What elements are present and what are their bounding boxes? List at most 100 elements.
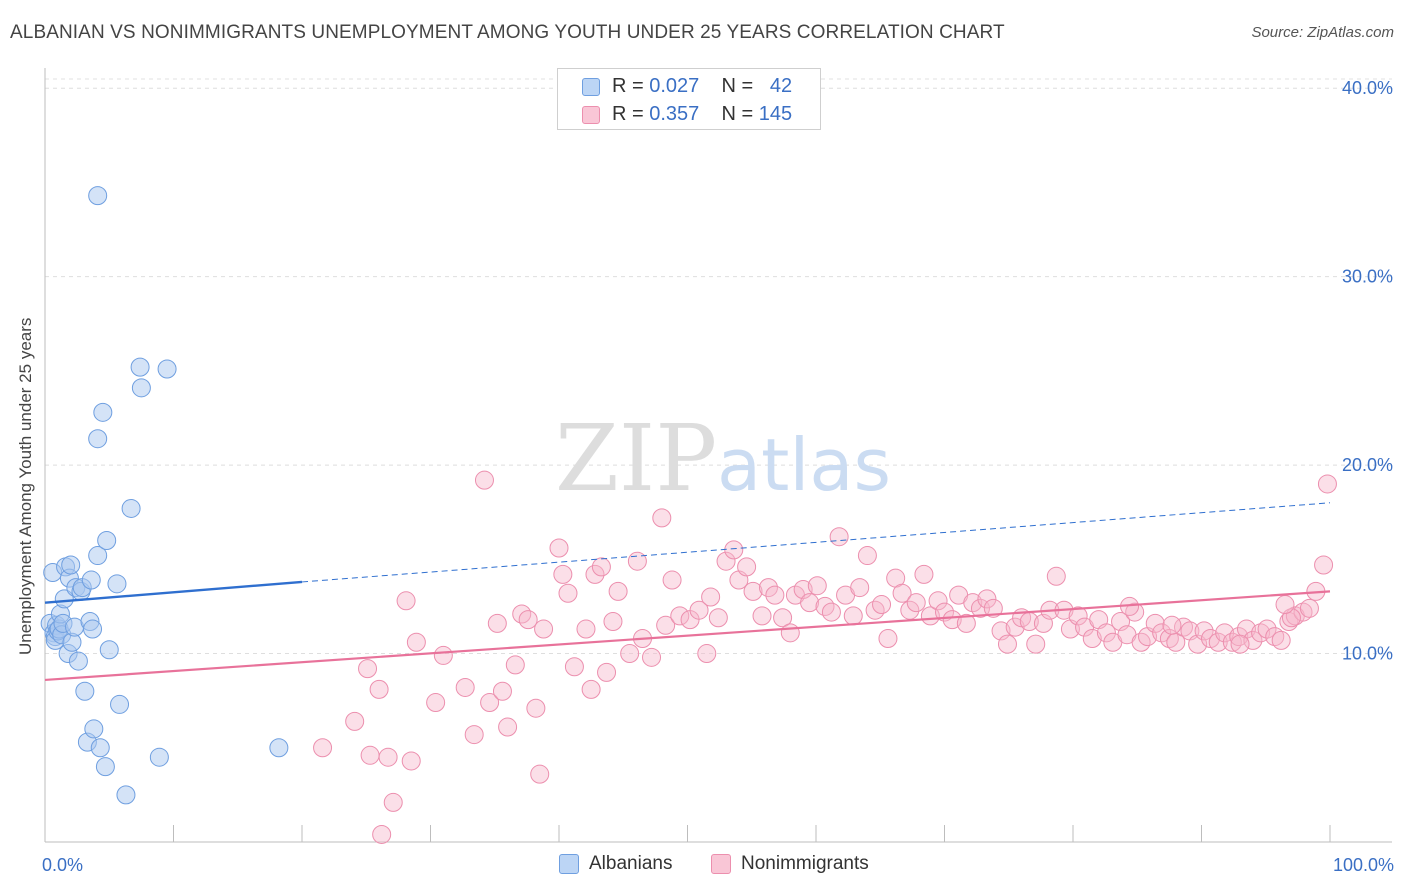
- legend-n-value: 42: [769, 75, 793, 97]
- albanians-point: [157, 359, 177, 379]
- nonimmigrants-point: [358, 659, 378, 679]
- nonimmigrants-point: [345, 711, 365, 731]
- albanians-point: [131, 378, 151, 398]
- albanians-point: [61, 555, 81, 575]
- nonimmigrants-point: [697, 644, 717, 664]
- nonimmigrants-point: [1257, 619, 1277, 639]
- nonimmigrants-point: [455, 677, 475, 697]
- nonimmigrants-point: [670, 606, 690, 626]
- legend-swatch-albanians: [582, 78, 600, 96]
- nonimmigrants-point: [1251, 623, 1271, 643]
- nonimmigrants-point: [534, 619, 554, 639]
- nonimmigrants-points: [313, 470, 1337, 844]
- albanians-point: [93, 402, 113, 422]
- nonimmigrants-point: [401, 751, 421, 771]
- albanians-point: [149, 747, 169, 767]
- nonimmigrants-point: [906, 593, 926, 613]
- nonimmigrants-point: [850, 578, 870, 598]
- legend-n-label: N =: [721, 103, 754, 125]
- nonimmigrants-point: [433, 645, 453, 665]
- nonimmigrants-point: [558, 583, 578, 603]
- nonimmigrants-point: [518, 610, 538, 630]
- nonimmigrants-point: [800, 593, 820, 613]
- y-tick-labels: 10.0% 20.0% 30.0% 40.0%: [1342, 78, 1393, 663]
- albanians-point: [97, 530, 117, 550]
- nonimmigrants-point: [426, 693, 446, 713]
- y-tick-label: 40.0%: [1342, 78, 1393, 98]
- nonimmigrants-point: [689, 600, 709, 620]
- albanians-trend-line: [44, 580, 303, 604]
- grid-lines: [45, 78, 1392, 655]
- nonimmigrants-point: [576, 619, 596, 639]
- nonimmigrants-point: [752, 606, 772, 626]
- nonimmigrants-point: [1275, 595, 1295, 615]
- watermark-zip: ZIP: [555, 405, 717, 512]
- chart-title: ALBANIAN VS NONIMMIGRANTS UNEMPLOYMENT A…: [10, 22, 1005, 43]
- albanians-point: [54, 589, 74, 609]
- nonimmigrants-point: [737, 557, 757, 577]
- nonimmigrants-point: [1068, 606, 1088, 626]
- nonimmigrants-point: [474, 470, 494, 490]
- nonimmigrants-point: [773, 608, 793, 628]
- bottom-legend-label-albanians: Albanians: [589, 853, 673, 874]
- nonimmigrants-point: [656, 615, 676, 635]
- nonimmigrants-point: [564, 657, 584, 677]
- nonimmigrants-point: [313, 738, 333, 758]
- nonimmigrants-point: [928, 591, 948, 611]
- nonimmigrants-point: [1230, 634, 1250, 654]
- nonimmigrants-point: [585, 564, 605, 584]
- nonimmigrants-point: [620, 644, 640, 664]
- nonimmigrants-point: [498, 717, 518, 737]
- nonimmigrants-point: [1152, 623, 1172, 643]
- legend-n-value: 145: [758, 103, 793, 125]
- nonimmigrants-point: [591, 557, 611, 577]
- nonimmigrants-point: [977, 589, 997, 609]
- nonimmigrants-point: [724, 540, 744, 560]
- nonimmigrants-point: [843, 606, 863, 626]
- correlation-legend: R = 0.027 N = 42 R = 0.357 N = 145: [557, 68, 821, 130]
- nonimmigrants-point: [1215, 623, 1235, 643]
- nonimmigrants-point: [716, 551, 736, 571]
- nonimmigrants-point: [487, 613, 507, 633]
- nonimmigrants-point: [505, 655, 525, 675]
- nonimmigrants-trend-line: [44, 590, 1331, 682]
- nonimmigrants-point: [983, 598, 1003, 618]
- albanians-point: [88, 186, 108, 206]
- nonimmigrants-point: [406, 632, 426, 652]
- nonimmigrants-point: [360, 745, 380, 765]
- nonimmigrants-point: [878, 628, 898, 648]
- nonimmigrants-point: [807, 576, 827, 596]
- nonimmigrants-point: [942, 610, 962, 630]
- legend-r-value: 0.027: [649, 75, 700, 97]
- x-tick-labels: 0.0% 100.0%: [42, 855, 1394, 875]
- nonimmigrants-point: [758, 578, 778, 598]
- nonimmigrants-point: [708, 608, 728, 628]
- nonimmigrants-point: [581, 679, 601, 699]
- nonimmigrants-point: [829, 527, 849, 547]
- legend-r-label: R =: [612, 75, 644, 97]
- nonimmigrants-point: [652, 508, 672, 528]
- nonimmigrants-point: [1243, 630, 1263, 650]
- nonimmigrants-point: [701, 587, 721, 607]
- albanians-point: [95, 757, 115, 777]
- albanians-point: [88, 546, 108, 566]
- albanians-point: [84, 719, 104, 739]
- nonimmigrants-point: [872, 595, 892, 615]
- nonimmigrants-point: [1317, 474, 1337, 494]
- nonimmigrants-point: [662, 570, 682, 590]
- nonimmigrants-point: [1082, 628, 1102, 648]
- nonimmigrants-point: [1271, 630, 1291, 650]
- nonimmigrants-point: [378, 747, 398, 767]
- nonimmigrants-point: [553, 564, 573, 584]
- nonimmigrants-point: [369, 679, 389, 699]
- source-label: Source: ZipAtlas.com: [1251, 24, 1394, 41]
- watermark-atlas: atlas: [717, 423, 891, 507]
- nonimmigrants-point: [765, 585, 785, 605]
- y-tick-label: 30.0%: [1342, 267, 1393, 287]
- x-tick-label: 100.0%: [1333, 855, 1394, 875]
- nonimmigrants-point: [914, 564, 934, 584]
- nonimmigrants-point: [1125, 602, 1145, 622]
- albanians-trend-extension: [301, 502, 1331, 583]
- albanians-point: [121, 498, 141, 518]
- nonimmigrants-point: [997, 634, 1017, 654]
